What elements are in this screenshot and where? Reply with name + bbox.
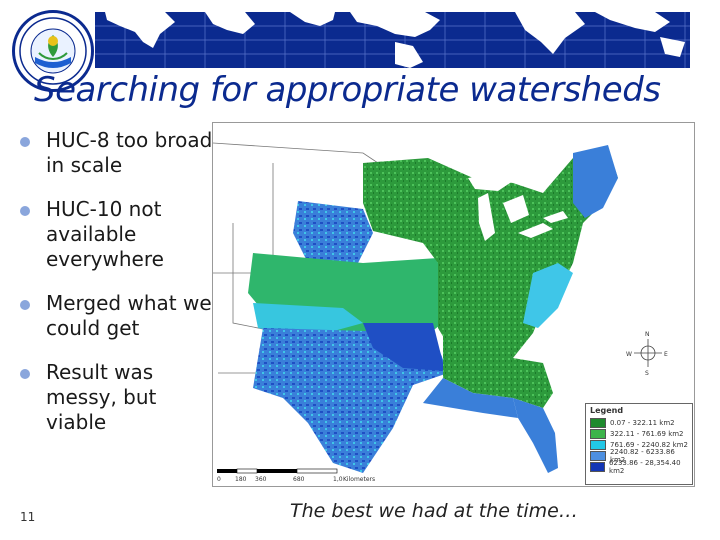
bullet-item: HUC-10 not available everywhere (18, 197, 218, 272)
legend-swatch (590, 439, 606, 450)
compass-icon (634, 339, 662, 367)
legend-label: 322.11 - 761.69 km2 (610, 429, 684, 438)
watershed-map: N E S W 0 180 360 680 1,0 Kilometers Leg… (212, 122, 695, 487)
compass-east-label: E (664, 351, 668, 358)
legend-item: 6233.86 - 28,354.40 km2 (586, 458, 692, 475)
scale-unit: Kilometers (343, 476, 376, 483)
map-caption: The best we had at the time… (290, 500, 578, 522)
compass-south-label: S (645, 370, 649, 377)
bullet-text: HUC-10 not available everywhere (46, 197, 164, 271)
legend-label: 0.07 - 322.11 km2 (610, 418, 675, 427)
legend-item: 322.11 - 761.69 km2 (586, 428, 692, 439)
bullet-dot-icon (20, 300, 30, 310)
legend-swatch (590, 450, 606, 461)
bullet-item: Result was messy, but viable (18, 360, 218, 435)
compass-north-label: N (645, 331, 650, 338)
bullet-dot-icon (20, 137, 30, 147)
legend-swatch (590, 428, 606, 439)
bullet-dot-icon (20, 369, 30, 379)
bullet-text: Merged what we could get (46, 291, 212, 340)
watershed-map-image: N E S W (213, 142, 668, 473)
legend-swatch (590, 417, 606, 428)
bullet-text: Result was messy, but viable (46, 360, 157, 434)
legend-label: 6233.86 - 28,354.40 km2 (609, 458, 681, 475)
scale-tick: 1,0 (333, 476, 343, 483)
bullet-list: HUC-8 too broad in scale HUC-10 not avai… (18, 128, 218, 454)
scale-tick: 360 (255, 476, 267, 483)
compass-west-label: W (626, 351, 632, 358)
scale-bar: 0 180 360 680 1,0 Kilometers (217, 468, 407, 484)
slide-title: Searching for appropriate watersheds (34, 70, 661, 110)
legend-label: 2240.82 - 6233.86 km2 (609, 447, 675, 464)
bullet-dot-icon (20, 206, 30, 216)
scale-tick: 680 (293, 476, 305, 483)
world-map-strip (95, 12, 690, 68)
legend-swatch (590, 461, 606, 472)
legend-item: 761.69 - 2240.82 km2 (586, 439, 692, 450)
legend-label: 761.69 - 2240.82 km2 (610, 440, 688, 449)
slide-number: 11 (20, 510, 36, 524)
bullet-item: Merged what we could get (18, 291, 218, 341)
bullet-text: HUC-8 too broad in scale (46, 128, 213, 177)
header-banner (95, 12, 690, 68)
legend-item: 0.07 - 322.11 km2 (586, 417, 692, 428)
bullet-item: HUC-8 too broad in scale (18, 128, 218, 178)
scale-tick: 180 (235, 476, 247, 483)
legend-title: Legend (590, 406, 624, 415)
epa-seal-logo (12, 10, 94, 92)
scale-tick: 0 (217, 476, 221, 483)
legend-item: 2240.82 - 6233.86 km2 (586, 447, 692, 464)
map-legend: Legend 0.07 - 322.11 km2 322.11 - 761.69… (585, 403, 693, 485)
